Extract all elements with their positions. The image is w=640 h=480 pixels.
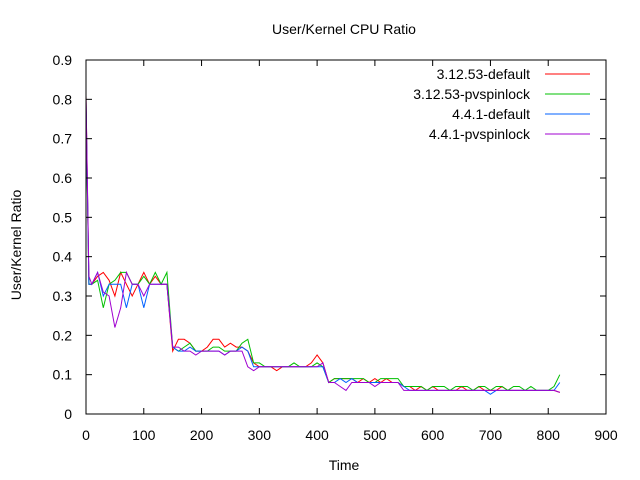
- y-tick-label: 0.7: [53, 131, 73, 147]
- legend-label: 4.4.1-pvspinlock: [429, 126, 531, 142]
- x-tick-label: 100: [132, 427, 156, 443]
- y-tick-label: 0.3: [53, 288, 73, 304]
- legend-label: 3.12.53-pvspinlock: [413, 86, 531, 102]
- legend-label: 4.4.1-default: [452, 106, 530, 122]
- plot-frame: [85, 59, 607, 415]
- y-tick-label: 0.9: [53, 52, 73, 68]
- x-tick-label: 400: [305, 427, 329, 443]
- series-line-4.4.1-pvspinlock: [85, 95, 560, 393]
- x-tick-label: 0: [82, 427, 90, 443]
- x-tick-label: 900: [594, 427, 618, 443]
- x-tick-label: 700: [479, 427, 503, 443]
- y-tick-label: 0.5: [53, 209, 73, 225]
- chart-title: User/Kernel CPU Ratio: [272, 21, 416, 37]
- y-tick-label: 0.4: [53, 249, 73, 265]
- x-tick-label: 800: [537, 427, 561, 443]
- y-tick-label: 0: [64, 406, 72, 422]
- y-tick-label: 0.8: [53, 91, 73, 107]
- x-tick-label: 300: [248, 427, 272, 443]
- x-axis-label: Time: [329, 457, 360, 473]
- y-tick-label: 0.2: [53, 327, 73, 343]
- legend: 3.12.53-default 3.12.53-pvspinlock 4.4.1-d…: [413, 66, 590, 142]
- y-tick-label: 0.1: [53, 367, 73, 383]
- x-tick-label: 600: [421, 427, 445, 443]
- series-line-4.4.1-default: [85, 99, 561, 395]
- axis-ticks: 0 100 200 300 400 500 600 700 800 900 0 0.1 0.2 0.3 0.…: [53, 52, 618, 443]
- plot-lines: [85, 95, 561, 395]
- x-tick-label: 200: [190, 427, 214, 443]
- x-tick-label: 500: [363, 427, 387, 443]
- legend-label: 3.12.53-default: [437, 66, 531, 82]
- y-axis-label: User/Kernel Ratio: [8, 190, 24, 301]
- y-tick-label: 0.6: [53, 170, 73, 186]
- series-line-3.12.53-pvspinlock: [85, 107, 561, 392]
